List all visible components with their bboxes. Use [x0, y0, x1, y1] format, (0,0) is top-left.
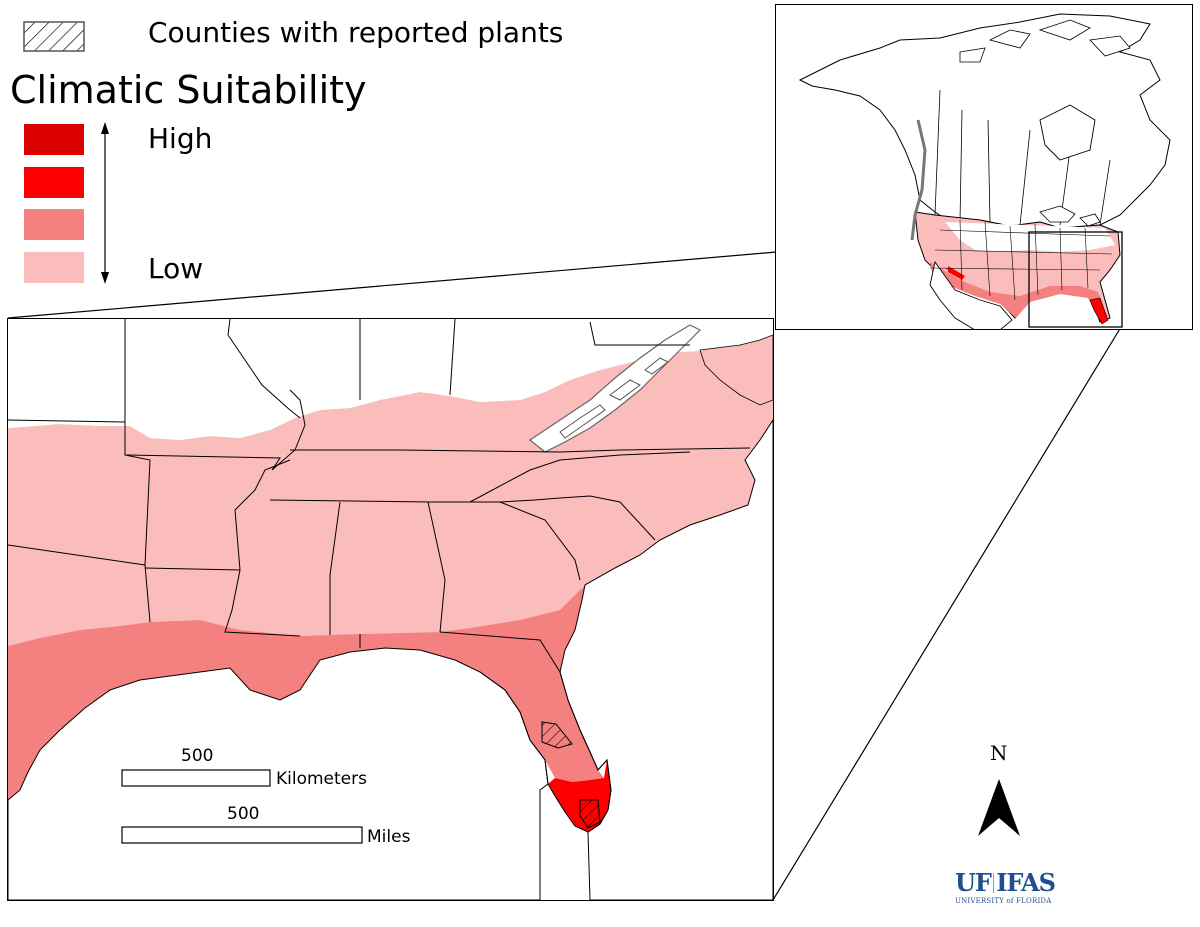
north-label: N [990, 741, 1008, 765]
swatch-high [24, 167, 84, 198]
low-label: Low [148, 252, 204, 285]
high-label: High [148, 122, 213, 155]
inset-map-north-america [775, 4, 1193, 330]
logo-ifas: IFAS [996, 868, 1056, 897]
swatch-low [24, 252, 84, 283]
scale-km-value: 500 [181, 746, 214, 766]
swatch-medium [24, 209, 84, 240]
main-map-southeast-us [7, 318, 774, 901]
scale-mi-value: 500 [227, 804, 260, 824]
counties-legend-label: Counties with reported plants [148, 16, 564, 49]
scale-mi-unit: Miles [367, 827, 411, 847]
swatch-very-high [24, 124, 84, 155]
legend-title: Climatic Suitability [10, 68, 367, 112]
logo-uf: UF [955, 868, 992, 897]
ufifas-logo: UF IFAS UNIVERSITY of FLORIDA [955, 868, 1056, 905]
logo-divider [992, 872, 995, 893]
north-arrow-icon [978, 779, 1020, 836]
logo-sub: UNIVERSITY of FLORIDA [955, 897, 1052, 905]
scale-km-unit: Kilometers [276, 769, 367, 789]
